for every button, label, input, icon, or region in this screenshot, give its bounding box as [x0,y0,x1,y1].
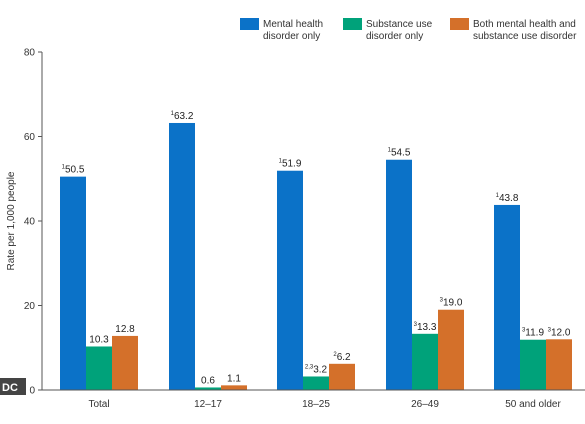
data-label: 143.8 [496,193,519,204]
bar [303,376,329,390]
y-tick-label: 60 [24,132,36,143]
legend-swatch [343,18,362,30]
legend-label: Substance use [366,19,433,30]
bar [277,170,303,390]
x-tick-label: 12–17 [194,399,222,410]
bars: 150.5 10.3 12.8 163.2 0.6 1.1 151.9 2,33.2 26.2 1… [60,111,572,390]
y-axis: 0 20 40 60 80 [24,48,43,397]
data-label: 12.8 [115,324,135,335]
legend-label: disorder only [263,31,320,42]
data-label: 151.9 [279,159,302,170]
data-label: 312.0 [548,327,571,338]
x-tick-label: Total [88,399,109,410]
data-label: 0.6 [201,375,215,386]
legend-label: Mental health [263,19,323,30]
y-tick-label: 40 [24,217,36,228]
y-tick-label: 0 [29,386,35,397]
bar [386,159,412,390]
bar [60,176,86,390]
bar [329,363,355,390]
data-label: 2,33.2 [305,364,328,375]
data-label: 10.3 [89,334,109,345]
bar [494,204,520,390]
bar [520,339,546,390]
bar [412,333,438,390]
data-label: 154.5 [388,148,411,159]
x-axis: Total 12–17 18–25 26–49 50 and older [42,389,585,410]
y-tick-label: 20 [24,301,36,312]
data-label: 311.9 [522,328,545,339]
data-label: 319.0 [440,298,463,309]
bar [86,346,112,390]
bar [221,385,247,390]
bar [169,122,195,390]
y-axis-label: Rate per 1,000 people [6,171,17,270]
x-tick-label: 26–49 [411,399,439,410]
legend-label: Both mental health and [473,19,576,30]
x-tick-label: 18–25 [302,399,330,410]
bar [195,387,221,390]
credit-badge: DC [0,378,26,395]
legend-swatch [240,18,259,30]
bar [546,339,572,390]
data-label: 1.1 [227,373,241,384]
y-tick-label: 80 [24,48,36,59]
credit-text: DC [2,382,18,394]
credit-background [0,378,26,395]
data-label: 150.5 [62,165,85,176]
data-label: 313.3 [414,322,437,333]
data-label: 163.2 [171,111,194,122]
bar [112,335,138,390]
legend-label: substance use disorder [473,31,577,42]
data-label: 26.2 [333,352,351,363]
x-tick-label: 50 and older [505,399,561,410]
legend-swatch [450,18,469,30]
bar [438,309,464,390]
legend-label: disorder only [366,31,423,42]
